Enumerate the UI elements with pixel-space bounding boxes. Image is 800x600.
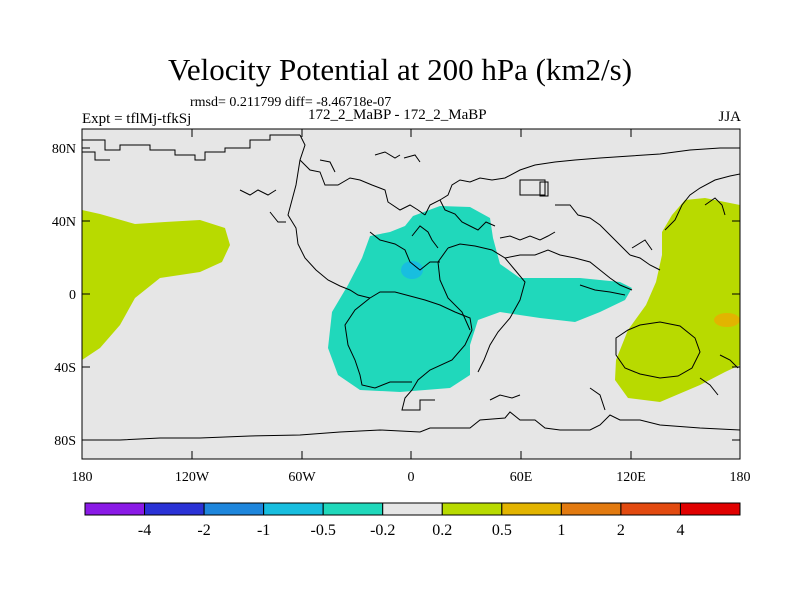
colorbar-label: -0.5 xyxy=(311,522,336,539)
axis-ticks xyxy=(82,129,740,459)
positive-region-east xyxy=(615,198,740,402)
colorbar-label: -2 xyxy=(197,522,210,539)
cases-label: 172_2_MaBP - 172_2_MaBP xyxy=(308,107,487,123)
latitude-labels: 80N 40N 0 40S 80S xyxy=(52,142,76,449)
min-spot xyxy=(401,261,423,279)
longitude-labels: 180 120W 60W 0 60E 120E 180 xyxy=(72,470,751,485)
coastlines xyxy=(82,134,740,441)
colorbar-label: 0.5 xyxy=(492,522,512,539)
colorbar-label: 1 xyxy=(557,522,565,539)
max-spot xyxy=(714,313,740,327)
colorbar-label: -4 xyxy=(138,522,151,539)
lon-label: 180 xyxy=(730,470,751,485)
positive-region-west xyxy=(82,210,230,360)
colorbar-labels: -4 -2 -1 -0.5 -0.2 0.2 0.5 1 2 4 xyxy=(138,522,685,539)
negative-region xyxy=(328,206,632,392)
lat-label: 80S xyxy=(54,434,76,449)
colorbar xyxy=(84,502,741,516)
lon-label: 60E xyxy=(510,470,533,485)
colorbar-swatch xyxy=(382,502,443,516)
lat-label: 80N xyxy=(52,142,76,157)
colorbar-label: -1 xyxy=(257,522,270,539)
lon-label: 180 xyxy=(72,470,93,485)
colorbar-swatch xyxy=(322,502,384,516)
colorbar-label: -0.2 xyxy=(370,522,395,539)
colorbar-label: 2 xyxy=(617,522,625,539)
colorbar-label: 4 xyxy=(676,522,684,539)
colorbar-swatch xyxy=(441,502,503,516)
colorbar-label: 0.2 xyxy=(432,522,452,539)
colorbar-swatch xyxy=(560,502,622,516)
lon-label: 60W xyxy=(288,470,316,485)
colorbar-swatch xyxy=(501,502,562,516)
contour-fills xyxy=(82,198,740,402)
colorbar-swatch xyxy=(620,502,681,516)
lat-label: 0 xyxy=(69,288,76,303)
colorbar-swatch xyxy=(263,502,324,516)
experiment-label: Expt = tflMj-tfkSj xyxy=(82,111,192,127)
colorbar-swatch xyxy=(679,502,741,516)
colorbar-swatch xyxy=(144,502,205,516)
lon-label: 0 xyxy=(408,470,415,485)
lon-label: 120W xyxy=(175,470,210,485)
lat-label: 40S xyxy=(54,361,76,376)
chart-title: Velocity Potential at 200 hPa (km2/s) xyxy=(167,52,633,87)
lon-label: 120E xyxy=(616,470,646,485)
colorbar-swatch xyxy=(84,502,146,516)
stats-text: rmsd= 0.211799 diff= -8.46718e-07 xyxy=(190,95,392,110)
season-label: JJA xyxy=(718,109,741,125)
colorbar-swatch xyxy=(203,502,265,516)
lat-label: 40N xyxy=(52,215,76,230)
